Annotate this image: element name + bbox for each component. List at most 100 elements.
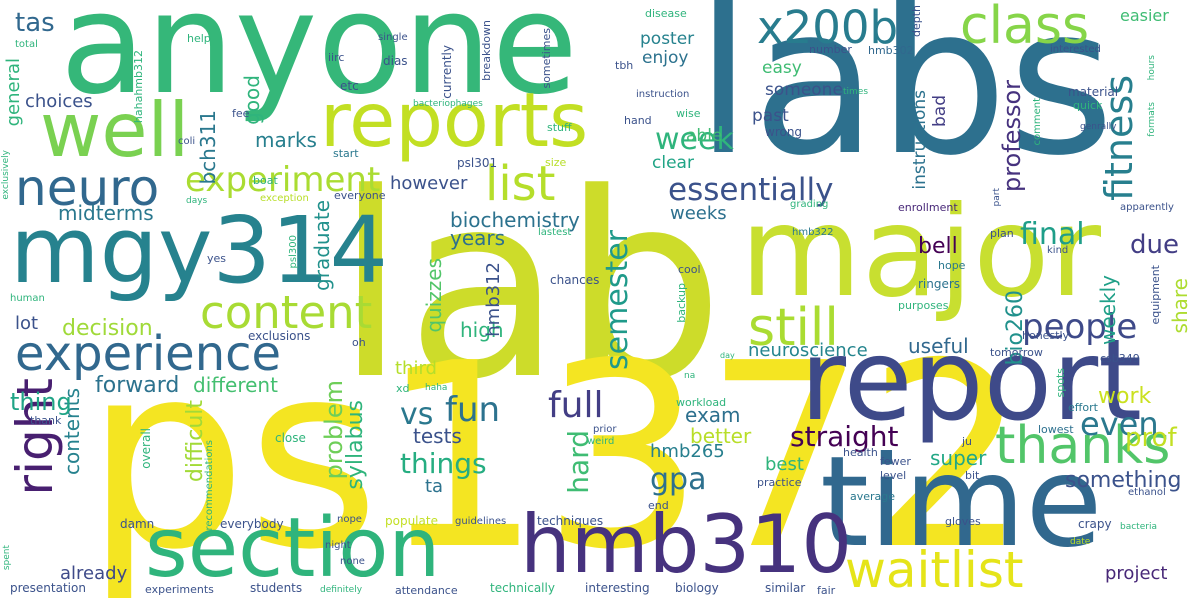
cloud-word: iirc (328, 51, 345, 64)
cloud-word: nope (337, 514, 362, 525)
cloud-word: students (250, 581, 303, 595)
cloud-word: hmb312 (483, 262, 504, 337)
cloud-word: overall (139, 428, 153, 469)
cloud-word: kind (1047, 245, 1069, 256)
cloud-word: essentially (668, 172, 834, 208)
cloud-word: psl300 (288, 235, 299, 269)
cloud-word: lab (335, 139, 724, 436)
cloud-word: weird (587, 436, 615, 447)
cloud-word: apparently (1120, 202, 1174, 213)
cloud-word: vs (400, 397, 434, 432)
cloud-word: stuff (547, 121, 572, 134)
cloud-word: end (648, 499, 669, 512)
cloud-word: gloves (945, 515, 981, 528)
cloud-word: week (655, 122, 734, 157)
cloud-word: ps1372 (85, 309, 1029, 600)
cloud-word: class (960, 0, 1090, 56)
cloud-word: oh (352, 336, 366, 349)
cloud-word: bacteria (1120, 522, 1157, 532)
cloud-word: third (395, 358, 437, 379)
cloud-word: neuro (15, 159, 160, 217)
cloud-word: straight (790, 420, 899, 453)
cloud-word: bit (965, 469, 980, 482)
cloud-word: years (450, 226, 506, 250)
cloud-word: coli (178, 136, 196, 147)
cloud-word: easier (1120, 6, 1169, 25)
cloud-word: midterms (58, 201, 154, 225)
cloud-word: prof (1125, 423, 1177, 453)
cloud-word: exception (260, 193, 309, 204)
cloud-word: chances (550, 273, 600, 287)
cloud-word: weeks (670, 203, 727, 224)
cloud-word: date (1070, 537, 1091, 547)
cloud-word: genrally (1080, 122, 1117, 132)
cloud-word: forward (95, 373, 180, 398)
cloud-word: health (843, 446, 878, 459)
cloud-word: people (1022, 307, 1138, 347)
cloud-word: super (930, 446, 987, 470)
cloud-word: boat (253, 174, 278, 187)
cloud-word: something (1065, 468, 1182, 493)
cloud-word: close (275, 431, 306, 445)
cloud-word: semester (600, 230, 635, 370)
cloud-word: sometimes (540, 28, 553, 89)
cloud-word: hmb302 (868, 44, 914, 57)
cloud-word: syllabus (343, 400, 368, 490)
cloud-word: past (752, 106, 789, 126)
cloud-word: damn (120, 517, 155, 531)
cloud-word: tomorrow (990, 346, 1043, 359)
cloud-word: experience (15, 326, 282, 382)
cloud-word: exam (685, 403, 741, 427)
cloud-word: average (850, 490, 896, 503)
cloud-word: best (765, 454, 804, 475)
cloud-word: wrong (765, 125, 803, 139)
cloud-word: ringers (918, 277, 961, 291)
cloud-word: workload (676, 396, 727, 409)
cloud-word: hmb265 (650, 441, 725, 462)
cloud-word: hmb310 (520, 498, 853, 591)
cloud-word: presentation (10, 581, 86, 595)
cloud-word: practice (757, 476, 802, 489)
cloud-word: experiment (185, 160, 381, 200)
cloud-word: none (340, 556, 365, 567)
cloud-word: plan (990, 227, 1014, 240)
cloud-word: part (992, 188, 1002, 207)
cloud-word: waitlist (845, 541, 1024, 599)
cloud-word: wise (676, 107, 701, 120)
cloud-word: bad (930, 95, 950, 127)
cloud-word: grading (790, 199, 829, 210)
cloud-word: populate (385, 514, 438, 528)
cloud-word: clear (652, 153, 694, 173)
cloud-word: thing (10, 388, 72, 416)
cloud-word: fair (817, 584, 836, 597)
cloud-word: instruction (636, 89, 690, 100)
cloud-word: cool (678, 263, 701, 276)
cloud-word: interesting (585, 581, 650, 595)
cloud-word: high (460, 318, 504, 342)
cloud-word: hours (1147, 55, 1157, 81)
cloud-word: effort (1068, 401, 1098, 414)
cloud-word: techniques (537, 514, 604, 528)
cloud-word: human (10, 293, 45, 304)
cloud-word: help (187, 32, 211, 45)
cloud-word: thanks (995, 416, 1171, 476)
cloud-word: biology (675, 581, 719, 595)
cloud-word: hmb322 (792, 227, 834, 238)
cloud-word: hand (624, 114, 652, 127)
cloud-word: someone (765, 80, 843, 100)
cloud-word: better (690, 424, 752, 448)
cloud-word: etc (340, 79, 359, 93)
cloud-word: ta (425, 476, 444, 497)
cloud-word: technically (490, 581, 555, 595)
cloud-word: psl301 (457, 156, 498, 170)
cloud-word: ju (962, 435, 973, 448)
cloud-word: time (820, 430, 1103, 575)
cloud-word: labs (695, 0, 1115, 201)
cloud-word: times (843, 87, 869, 97)
cloud-word: full (548, 385, 604, 426)
cloud-word: crapy (1078, 517, 1112, 531)
cloud-word: x200b (757, 1, 899, 54)
cloud-word: tbh (615, 59, 634, 72)
cloud-word: similar (765, 581, 806, 595)
cloud-word: purposes (898, 299, 949, 312)
